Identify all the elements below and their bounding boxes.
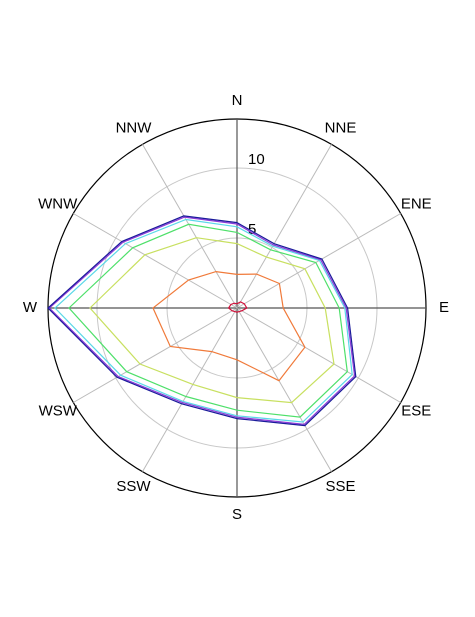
spoke <box>142 307 238 472</box>
direction-label: SSE <box>325 478 355 495</box>
spoke <box>73 213 238 309</box>
direction-label: WNW <box>38 195 78 212</box>
series-line <box>48 216 356 426</box>
r-tick-label: 5 <box>248 221 256 238</box>
spoke <box>73 307 238 403</box>
r-tick-label: 10 <box>248 151 265 168</box>
series-line <box>47 215 357 427</box>
series-line <box>68 223 348 418</box>
direction-label: ESE <box>401 402 431 419</box>
spoke <box>236 307 332 472</box>
direction-label: E <box>439 299 449 316</box>
direction-label: WSW <box>39 402 78 419</box>
direction-label: NNW <box>116 120 153 137</box>
direction-label: ENE <box>401 195 432 212</box>
direction-label: NNE <box>325 120 357 137</box>
spoke <box>142 144 238 309</box>
series-line <box>227 301 248 313</box>
series-line <box>152 270 306 382</box>
spoke <box>236 144 332 309</box>
direction-label: S <box>232 506 242 523</box>
series-line <box>54 218 353 423</box>
series-line <box>89 237 335 404</box>
direction-label: W <box>23 299 38 316</box>
spoke <box>236 307 401 403</box>
direction-label: SSW <box>116 478 151 495</box>
direction-label: N <box>232 92 243 109</box>
